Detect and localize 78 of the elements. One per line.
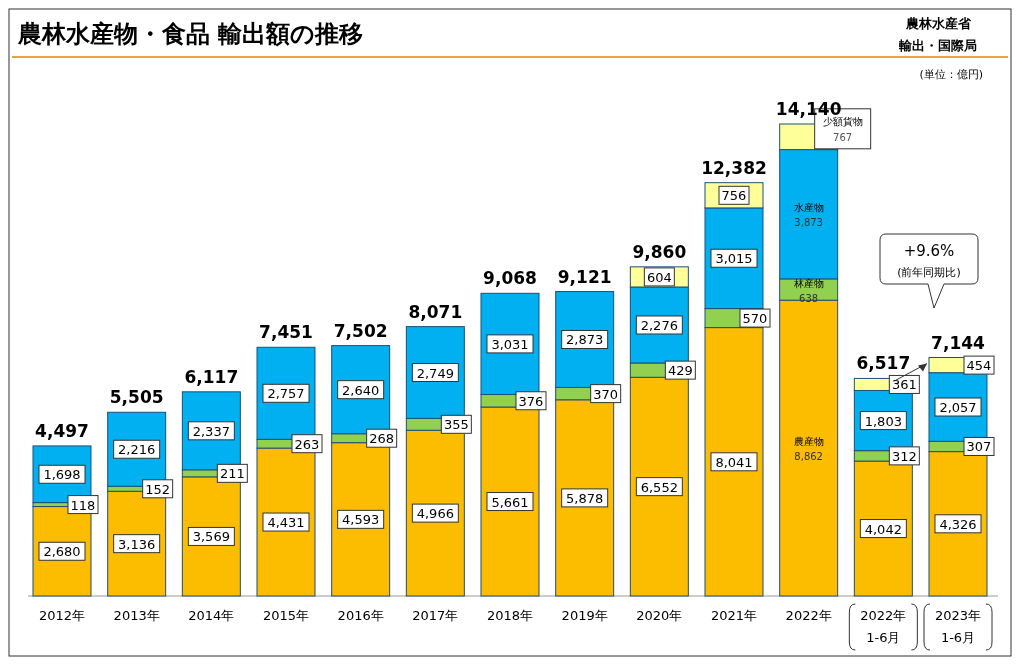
data-label: 2,216: [118, 442, 156, 458]
text: (単位：億円): [919, 68, 983, 81]
data-label: 2,873: [566, 332, 604, 348]
data-label: 604: [646, 269, 672, 285]
data-label: 307: [966, 439, 992, 455]
x-tick-label: 2014年: [188, 608, 235, 623]
chart-title: 農林水産物・食品 輸出額の推移: [17, 20, 364, 48]
data-label: 4,966: [416, 506, 454, 522]
data-label: 1,698: [43, 467, 81, 483]
data-label: 370: [593, 386, 619, 402]
text: 農林水産省: [904, 16, 972, 31]
x-tick-label: 2018年: [486, 608, 534, 623]
total-label: 6,517: [856, 353, 911, 374]
x-tick-label: 2015年: [262, 608, 310, 623]
total-label: 7,451: [259, 322, 313, 343]
data-label: 361: [891, 377, 917, 393]
data-label: 211: [219, 466, 245, 482]
series-label: 農産物: [793, 436, 824, 448]
total-label: 12,382: [701, 157, 767, 178]
data-label: 3,873: [794, 217, 823, 229]
data-label: 4,042: [864, 521, 902, 537]
data-label: 3,015: [715, 251, 753, 267]
data-label: 376: [518, 393, 544, 409]
data-label: 2,337: [192, 423, 230, 439]
x-tick-label: 2022年 1-6月: [860, 608, 907, 645]
series-label: 少額貨物: [822, 115, 863, 127]
x-tick-label: 2019年: [561, 608, 608, 623]
data-label: 4,431: [267, 515, 305, 531]
data-label: 4,326: [939, 516, 977, 532]
total-label: 5,505: [109, 387, 164, 408]
x-tick-label: 2017年: [412, 608, 459, 623]
data-label: 4,593: [342, 512, 380, 528]
total-label: 9,860: [632, 241, 687, 262]
total-label: 8,071: [408, 301, 463, 322]
data-label: 2,640: [342, 382, 380, 398]
total-label: 4,497: [35, 420, 89, 441]
x-tick-label: 2013年: [113, 608, 160, 623]
data-label: 268: [369, 431, 395, 447]
data-label: 429: [667, 363, 693, 379]
data-label: 8,862: [794, 451, 823, 463]
data-label: 2,057: [939, 400, 977, 416]
x-tick-label: 2016年: [337, 608, 384, 623]
data-label: 767: [833, 131, 853, 143]
x-tick-label: 2020年: [636, 608, 683, 623]
total-label: 9,068: [483, 268, 537, 289]
data-label: 2,680: [43, 544, 81, 560]
data-label: 312: [891, 448, 917, 464]
data-label: 3,031: [491, 336, 529, 352]
text: 輸出・国際局: [898, 38, 977, 53]
x-tick-label: 2022年: [785, 608, 832, 623]
data-label: 454: [966, 358, 992, 374]
x-tick-label: 2023年 1-6月: [934, 608, 982, 645]
data-label: 570: [742, 311, 768, 327]
data-label: 756: [721, 188, 747, 204]
x-tick-label: 2021年: [710, 608, 758, 623]
data-label: 355: [443, 417, 469, 433]
data-label: 2,757: [267, 386, 305, 402]
data-label: 5,878: [566, 490, 604, 506]
x-tick-label: 2012年: [38, 608, 86, 623]
total-label: 7,502: [333, 320, 388, 341]
annotation: (前年同期比): [897, 266, 961, 279]
data-label: 118: [70, 497, 96, 513]
total-label: 9,121: [557, 266, 612, 287]
data-label: 6,552: [640, 479, 678, 495]
annotation: +9.6%: [903, 242, 955, 260]
data-label: 3,569: [192, 529, 230, 545]
total-label: 7,144: [931, 332, 986, 353]
data-label: 2,276: [640, 317, 678, 333]
series-label: 林産物: [792, 277, 824, 289]
series-label: 水産物: [793, 202, 824, 214]
data-label: 3,136: [118, 536, 156, 552]
data-label: 1,803: [864, 413, 902, 429]
total-label: 6,117: [184, 366, 239, 387]
data-label: 263: [294, 436, 320, 452]
data-label: 152: [145, 481, 171, 497]
data-label: 2,749: [416, 365, 454, 381]
data-label: 8,041: [715, 454, 753, 470]
data-label: 5,661: [491, 494, 529, 510]
